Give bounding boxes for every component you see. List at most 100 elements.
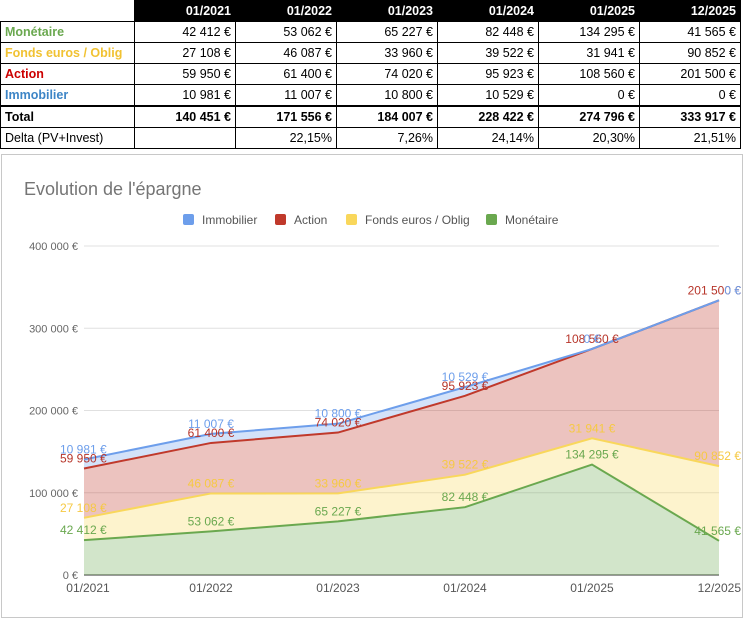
- data-label: 90 852 €: [694, 449, 741, 463]
- x-tick-label: 01/2022: [189, 581, 233, 595]
- legend-label: Action: [294, 213, 327, 227]
- y-tick-label: 300 000 €: [29, 323, 78, 335]
- x-tick-label: 01/2021: [66, 581, 110, 595]
- table-cell: 333 917 €: [639, 105, 741, 128]
- column-header: 01/2023: [336, 0, 438, 22]
- table-row: Fonds euros / Oblig 27 108 €46 087 €33 96…: [0, 42, 741, 64]
- row-label: Delta (PV+Invest): [0, 127, 135, 149]
- legend-label: Immobilier: [202, 213, 257, 227]
- table-cell: 171 556 €: [235, 105, 337, 128]
- row-label: Immobilier: [0, 84, 135, 107]
- area-action: [84, 300, 719, 518]
- y-tick-label: 400 000 €: [29, 241, 78, 253]
- data-label: 95 923 €: [442, 379, 489, 393]
- data-label: 46 087 €: [188, 476, 235, 490]
- legend-swatch: [486, 214, 497, 225]
- table-cell: 90 852 €: [639, 42, 741, 64]
- row-label: Action: [0, 63, 135, 85]
- data-label: 27 108 €: [60, 501, 107, 515]
- table-cell: 22,15%: [235, 127, 337, 149]
- x-tick-label: 01/2025: [570, 581, 614, 595]
- column-header: 01/2021: [134, 0, 236, 22]
- table-cell: 65 227 €: [336, 21, 438, 43]
- table-cell: 53 062 €: [235, 21, 337, 43]
- legend-swatch: [275, 214, 286, 225]
- table-cell: 82 448 €: [437, 21, 539, 43]
- data-label: 41 565 €: [694, 524, 741, 538]
- table-row: Action 59 950 €61 400 €74 020 €95 923 €10…: [0, 63, 741, 85]
- table-cell: 21,51%: [639, 127, 741, 149]
- table-cell: 0 €: [639, 84, 741, 107]
- table-cell: 42 412 €: [134, 21, 236, 43]
- table-cell: 10 981 €: [134, 84, 236, 107]
- table-cell: 39 522 €: [437, 42, 539, 64]
- y-tick-label: 100 000 €: [29, 488, 78, 500]
- table-cell: 33 960 €: [336, 42, 438, 64]
- x-tick-label: 01/2024: [443, 581, 487, 595]
- table-header-row: 01/2021 01/2022 01/2023 01/2024 01/2025 …: [0, 0, 741, 22]
- data-label: 65 227 €: [315, 504, 362, 518]
- table-cell: 228 422 €: [437, 105, 539, 128]
- data-label: 0 €: [584, 332, 601, 346]
- table-cell: 134 295 €: [538, 21, 640, 43]
- row-label: Monétaire: [0, 21, 135, 43]
- table-cell: 201 500 €: [639, 63, 741, 85]
- legend-swatch: [183, 214, 194, 225]
- line-fonds-euros-oblig: [83, 437, 720, 519]
- y-tick-label: 200 000 €: [29, 406, 78, 418]
- table-cell: [134, 127, 236, 149]
- x-tick-label: 01/2023: [316, 581, 360, 595]
- savings-table: 01/2021 01/2022 01/2023 01/2024 01/2025 …: [0, 0, 741, 149]
- chart-title: Evolution de l'épargne: [24, 179, 202, 199]
- table-row-total: Total 140 451 €171 556 €184 007 €228 422 …: [0, 105, 741, 128]
- table-cell: 41 565 €: [639, 21, 741, 43]
- data-label: 74 020 €: [315, 416, 362, 430]
- data-label: 59 950 €: [60, 452, 107, 466]
- area-immobilier: [84, 300, 719, 469]
- table-cell: 95 923 €: [437, 63, 539, 85]
- y-tick-label: 0 €: [63, 570, 78, 582]
- data-label: 134 295 €: [565, 448, 619, 462]
- table-row: Delta (PV+Invest) 22,15% 7,26% 24,14% 20,30%…: [0, 127, 741, 149]
- table-cell: 274 796 €: [538, 105, 640, 128]
- table-cell: 31 941 €: [538, 42, 640, 64]
- table-cell: 11 007 €: [235, 84, 337, 107]
- table-cell: 0 €: [538, 84, 640, 107]
- table-cell: 27 108 €: [134, 42, 236, 64]
- line-immobilier: [83, 299, 720, 461]
- legend-label: Fonds euros / Oblig: [365, 213, 470, 227]
- row-label: Total: [0, 105, 135, 128]
- table-cell: 46 087 €: [235, 42, 337, 64]
- data-label: 108 560 €: [565, 332, 619, 346]
- table-cell: 108 560 €: [538, 63, 640, 85]
- legend-swatch: [346, 214, 357, 225]
- table-cell: 74 020 €: [336, 63, 438, 85]
- table-row: Monétaire 42 412 €53 062 €65 227 €82 448 …: [0, 21, 741, 43]
- data-label: 42 412 €: [60, 523, 107, 537]
- table-cell: 59 950 €: [134, 63, 236, 85]
- table-cell: 61 400 €: [235, 63, 337, 85]
- data-label: 53 062 €: [188, 514, 235, 528]
- data-label: 82 448 €: [442, 490, 489, 504]
- line-mon-taire: [83, 463, 720, 542]
- data-label: 39 522 €: [442, 458, 489, 472]
- table-corner: [0, 0, 135, 22]
- data-label: 11 007 €: [188, 417, 234, 431]
- savings-chart: Evolution de l'épargne Immobilier Action Fo…: [1, 154, 743, 618]
- data-label: 201 500 €: [688, 283, 742, 297]
- data-label: 61 400 €: [188, 426, 235, 440]
- table-cell: 20,30%: [538, 127, 640, 149]
- table-cell: 140 451 €: [134, 105, 236, 128]
- column-header: 01/2024: [437, 0, 539, 22]
- table-cell: 10 800 €: [336, 84, 438, 107]
- table-cell: 24,14%: [437, 127, 539, 149]
- table-cell: 7,26%: [336, 127, 438, 149]
- data-label: 31 941 €: [569, 421, 616, 435]
- column-header: 01/2022: [235, 0, 337, 22]
- table-cell: 10 529 €: [437, 84, 539, 107]
- column-header: 12/2025: [639, 0, 741, 22]
- legend-label: Monétaire: [505, 213, 559, 227]
- data-label: 10 800 €: [315, 407, 362, 421]
- area-mon-taire: [84, 464, 719, 575]
